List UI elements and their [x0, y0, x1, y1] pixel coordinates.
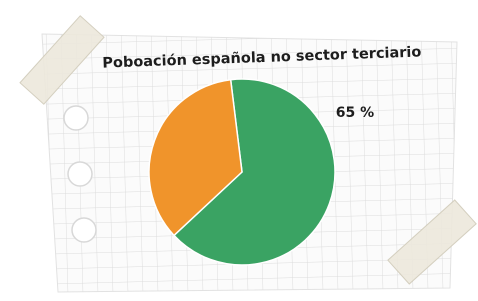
data-label: 65 % — [336, 105, 374, 121]
illustration: Poboación española no sector terciario 6… — [0, 0, 478, 301]
